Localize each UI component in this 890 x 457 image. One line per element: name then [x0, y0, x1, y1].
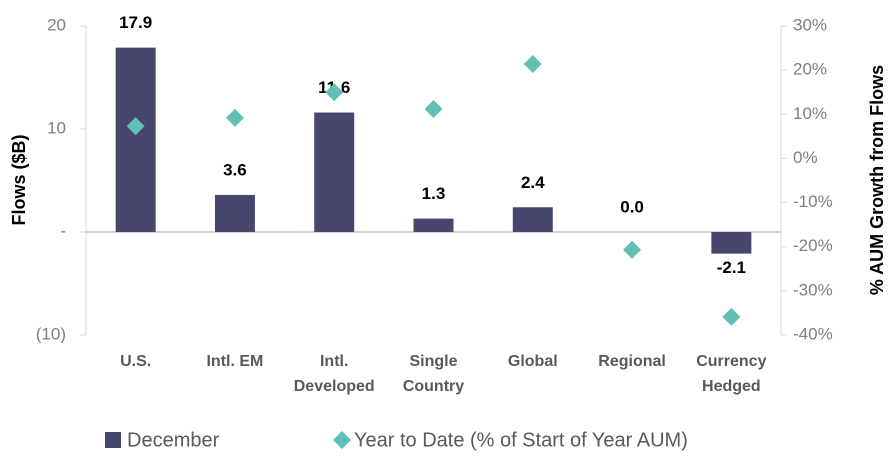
y2-axis-title: % AUM Growth from Flows: [867, 65, 887, 295]
y2-tick-label: 30%: [793, 15, 827, 34]
y2-tick-label: -30%: [793, 280, 833, 299]
x-tick-label: Intl. EM: [206, 353, 263, 370]
data-label: 17.9: [119, 13, 152, 32]
data-label: 2.4: [521, 173, 545, 192]
y2-tick-label: -20%: [793, 236, 833, 255]
y2-tick-label: 10%: [793, 104, 827, 123]
bar: [512, 207, 553, 232]
diamond-marker: [523, 54, 542, 73]
data-label: 1.3: [422, 184, 446, 203]
bar: [214, 194, 255, 232]
y2-tick-label: -10%: [793, 192, 833, 211]
y-tick-label: 20: [47, 15, 66, 34]
diamond-marker: [325, 83, 344, 102]
x-tick-label: Global: [508, 353, 558, 370]
bar: [711, 232, 752, 254]
legend-label: December: [127, 429, 220, 451]
y2-tick-label: -40%: [793, 324, 833, 343]
diamond-marker: [424, 99, 443, 118]
bar: [413, 218, 454, 232]
y-tick-label: 10: [47, 118, 66, 137]
y-tick-label: -: [60, 221, 66, 240]
x-tick-label: Regional: [598, 353, 666, 370]
y2-tick-label: 0%: [793, 148, 818, 167]
data-label: 3.6: [223, 160, 247, 179]
diamond-marker: [225, 108, 244, 127]
y2-tick-label: 20%: [793, 60, 827, 79]
bar: [115, 47, 156, 232]
legend-label: Year to Date (% of Start of Year AUM): [354, 429, 688, 451]
x-tick-label: Currency Hedged: [696, 353, 766, 395]
data-label: -2.1: [717, 258, 746, 277]
diamond-marker: [126, 117, 145, 136]
data-label: 0.0: [620, 197, 644, 216]
x-tick-label: Single Country: [403, 353, 464, 395]
legend-marker: [333, 431, 351, 449]
legend-marker: [105, 432, 121, 448]
x-tick-label: Intl. Developed: [294, 353, 375, 395]
diamond-marker: [623, 240, 642, 259]
y-axis-title: Flows ($B): [9, 134, 29, 225]
y-tick-label: (10): [36, 324, 66, 343]
x-tick-label: U.S.: [120, 353, 151, 370]
bar: [314, 112, 355, 232]
diamond-marker: [722, 307, 741, 326]
